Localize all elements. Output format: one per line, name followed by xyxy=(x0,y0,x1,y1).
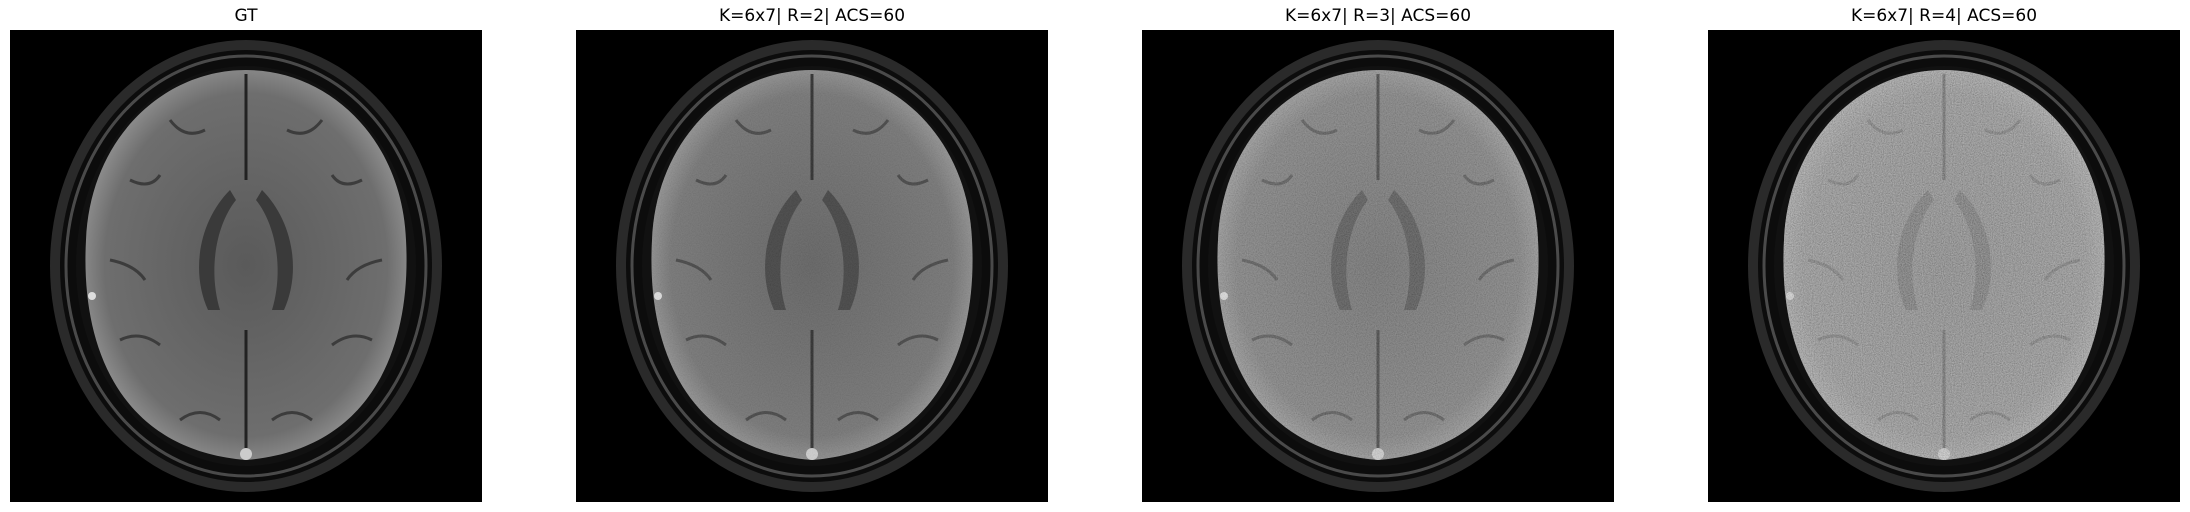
panel-title: K=6x7| R=4| ACS=60 xyxy=(1850,6,2038,26)
mri-image-r2 xyxy=(576,30,1048,502)
mri-image-r4 xyxy=(1708,30,2180,502)
mri-image-r3 xyxy=(1142,30,1614,502)
panel-r2: K=6x7| R=2| ACS=60 xyxy=(576,0,1048,512)
panel-title: K=6x7| R=2| ACS=60 xyxy=(718,6,906,26)
panel-title: K=6x7| R=3| ACS=60 xyxy=(1284,6,1472,26)
mri-image-gt xyxy=(10,30,482,502)
panel-r3: K=6x7| R=3| ACS=60 xyxy=(1142,0,1614,512)
panel-gt: GT xyxy=(10,0,482,512)
panel-title: GT xyxy=(234,6,258,26)
panel-r4: K=6x7| R=4| ACS=60 xyxy=(1708,0,2180,512)
